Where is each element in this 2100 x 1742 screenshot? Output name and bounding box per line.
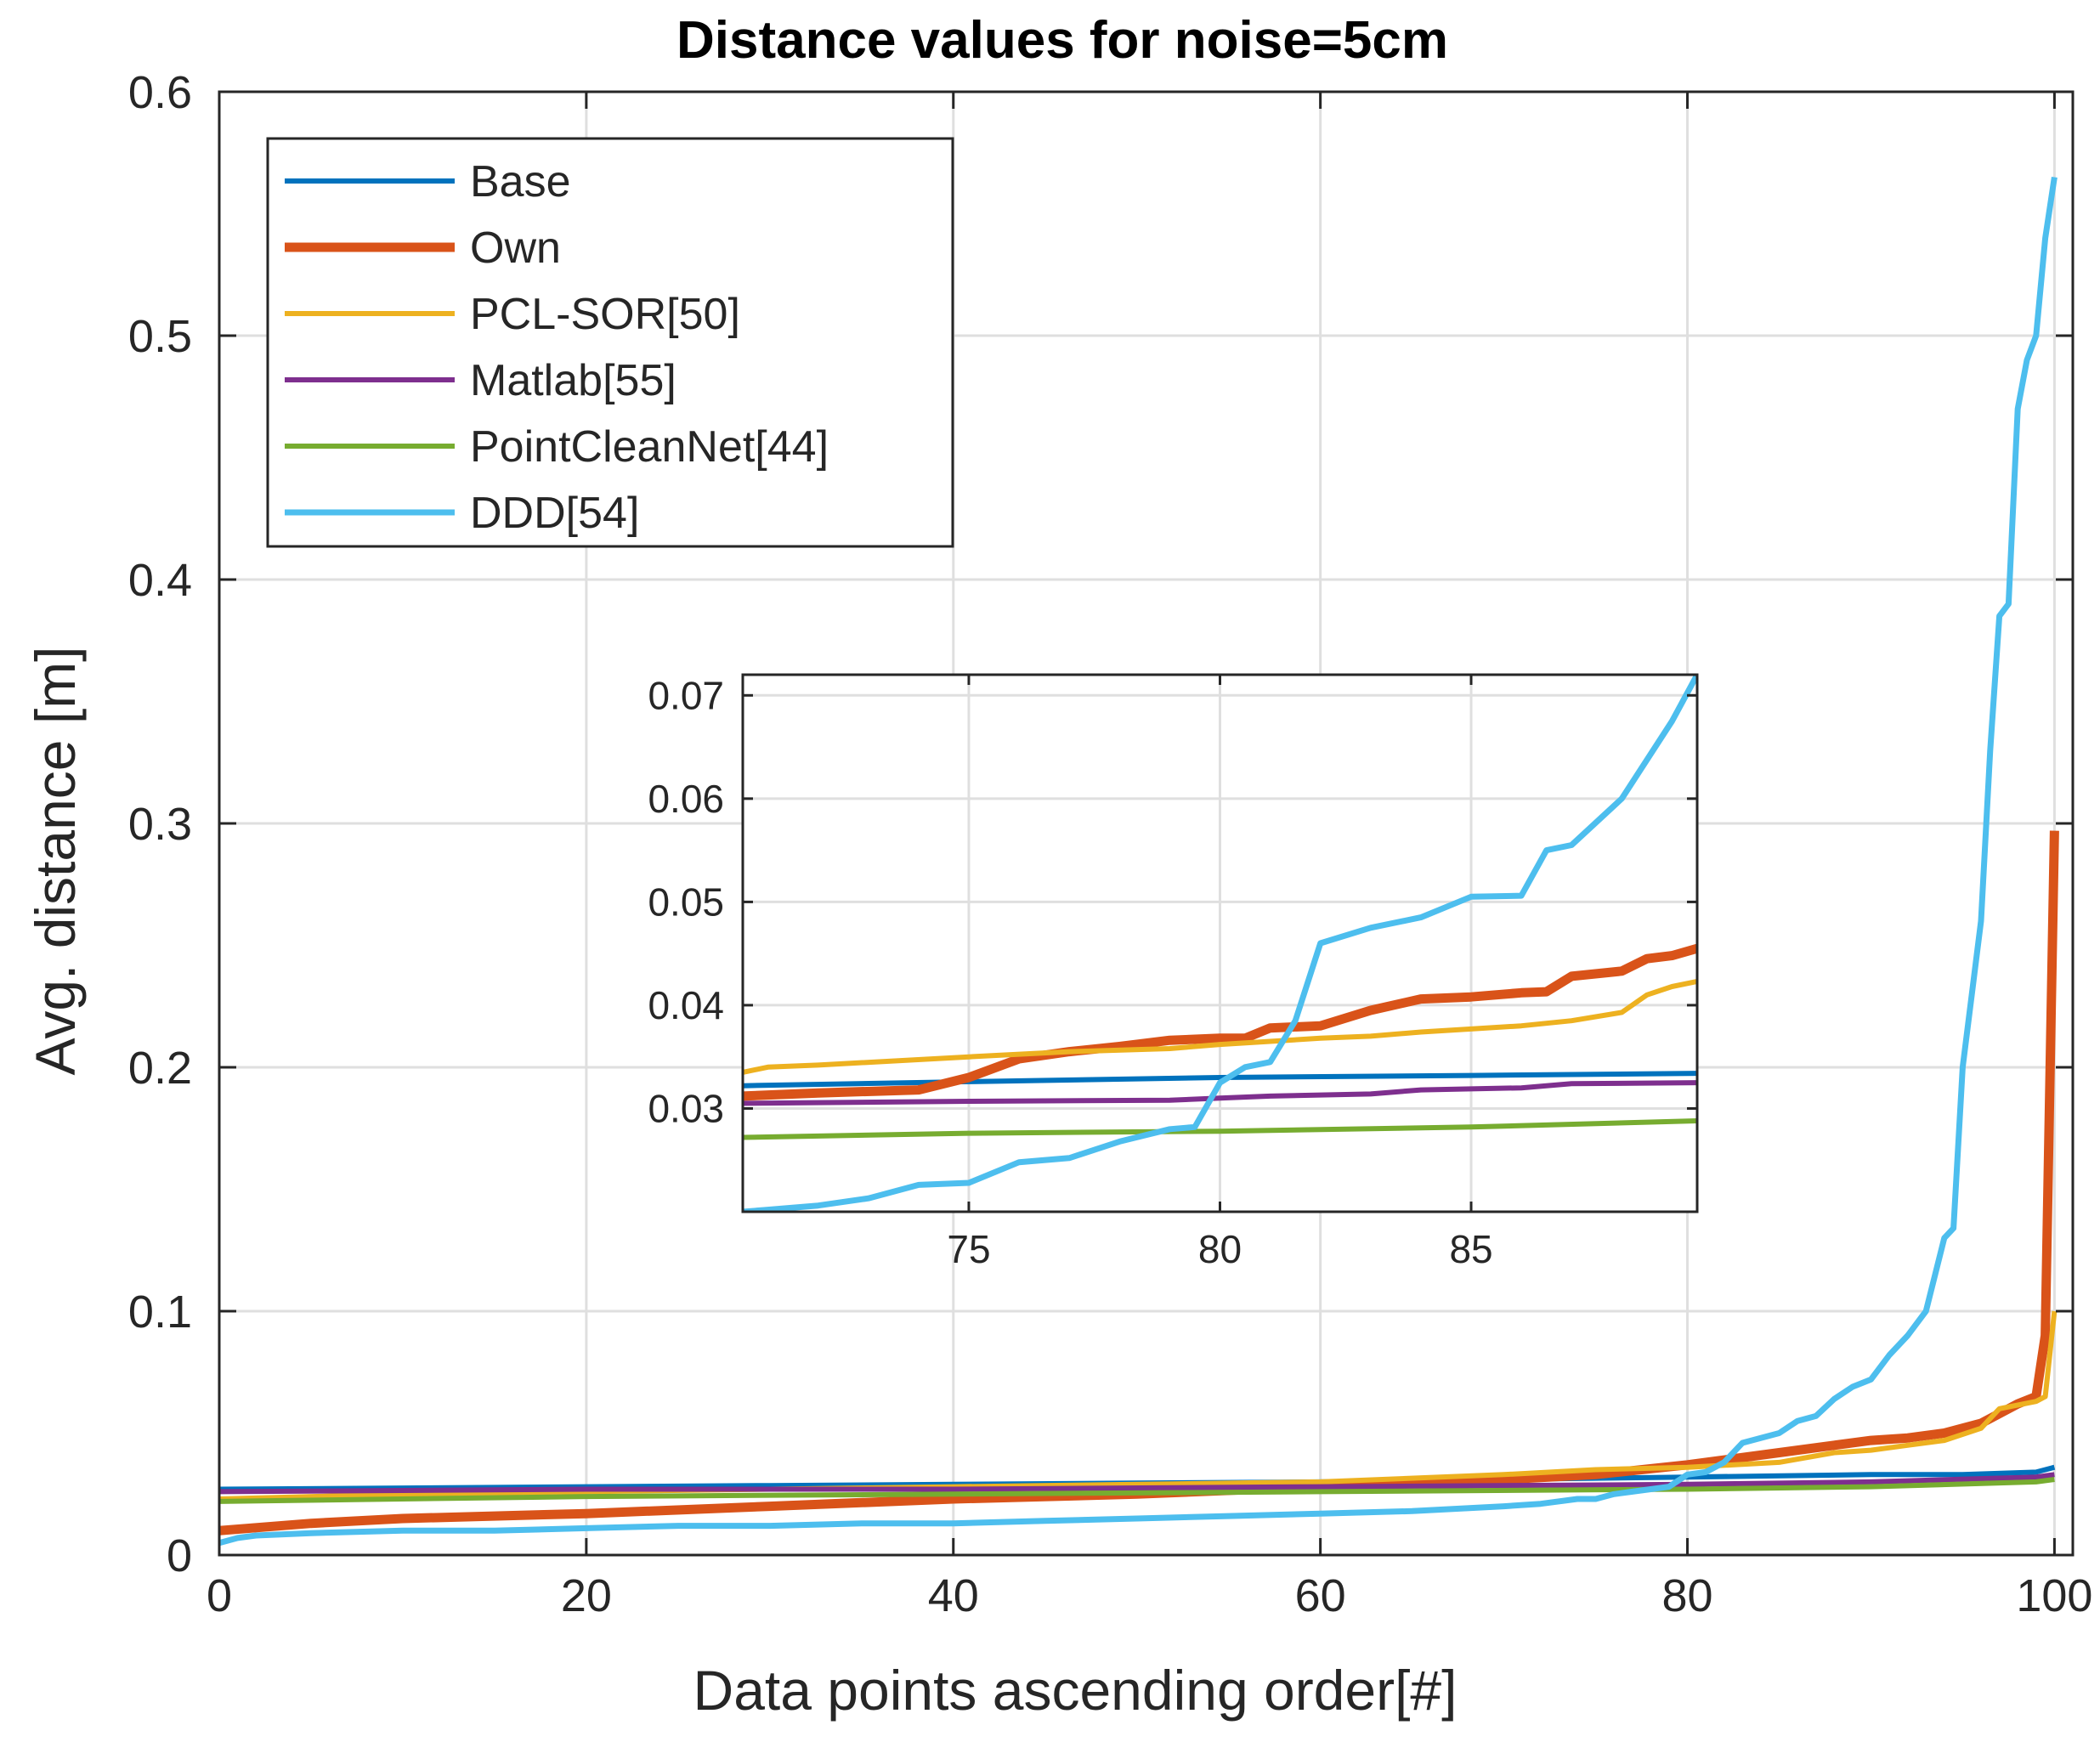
main-y-tick-label: 0.6: [128, 67, 192, 118]
main-x-tick-label: 60: [1295, 1570, 1346, 1621]
main-series-matlab-55: [219, 1472, 2055, 1495]
inset-x-tick-label: 85: [1449, 1227, 1492, 1271]
main-y-tick-label: 0.5: [128, 311, 192, 362]
legend-label-ddd-54: DDD[54]: [470, 489, 639, 538]
legend-label-own: Own: [470, 223, 561, 273]
main-y-tick-label: 0: [167, 1530, 192, 1581]
main-y-tick-label: 0.4: [128, 555, 192, 606]
inset-series-own: [743, 943, 1697, 1101]
main-y-tick-label: 0.1: [128, 1287, 192, 1338]
main-x-tick-label: 80: [1661, 1570, 1712, 1621]
legend-label-base: Base: [470, 157, 571, 206]
inset-grid: [743, 675, 1697, 1212]
inset-series-pcl-sor-50: [743, 979, 1697, 1075]
inset-series-base: [743, 1071, 1697, 1089]
inset-y-tick-label: 0.03: [648, 1087, 724, 1131]
x-axis-label: Data points ascending order[#]: [693, 1659, 1458, 1722]
inset-y-tick-label: 0.06: [648, 777, 724, 821]
legend-label-matlab-55: Matlab[55]: [470, 356, 676, 405]
inset-series-lines: [743, 675, 1697, 1212]
main-x-tick-label: 100: [2016, 1570, 2092, 1621]
inset-tick-labels: 75 80 85 0.03 0.04 0.05 0.06 0.07: [648, 673, 1697, 1271]
inset-y-tick-label: 0.04: [648, 983, 724, 1027]
main-x-tick-label: 40: [928, 1570, 979, 1621]
legend-label-pcl-sor-50: PCL-SOR[50]: [470, 290, 740, 339]
main-x-tick-label: 0: [207, 1570, 232, 1621]
inset-chart: 75 80 85 0.03 0.04 0.05 0.06 0.07: [648, 673, 1699, 1271]
inset-series-matlab-55: [743, 1080, 1697, 1106]
inset-y-tick-label: 0.07: [648, 673, 724, 717]
inset-y-tick-label: 0.05: [648, 879, 724, 924]
main-series-ddd-54: [219, 176, 2058, 1547]
legend-label-pointcleannet-44: PointCleanNet[44]: [470, 422, 829, 472]
inset-x-tick-label: 75: [947, 1227, 990, 1271]
inset-x-tick-label: 80: [1198, 1227, 1242, 1271]
chart-title: Distance values for noise=5cm: [676, 11, 1448, 70]
legend: Base Own PCL-SOR[50] Matlab[55] PointCleanNe…: [266, 137, 954, 548]
inset-series-ddd-54: [743, 675, 1697, 1212]
main-x-tick-label: 20: [561, 1570, 612, 1621]
main-tick-labels: 0 20 40 60 80 100 0 0.1 0.2 0.3 0.4 0.5 0.6: [128, 67, 2093, 1621]
main-y-tick-label: 0.2: [128, 1043, 192, 1094]
inset-series-pointcleannet-44: [743, 1118, 1697, 1140]
main-series-pcl-sor-50: [219, 1310, 2058, 1502]
main-series-lines: [219, 176, 2059, 1547]
y-axis-label: Avg. distance [m]: [24, 646, 87, 1075]
main-y-tick-label: 0.3: [128, 799, 192, 850]
legend-box: [266, 137, 954, 548]
main-series-pointcleannet-44: [219, 1477, 2055, 1504]
